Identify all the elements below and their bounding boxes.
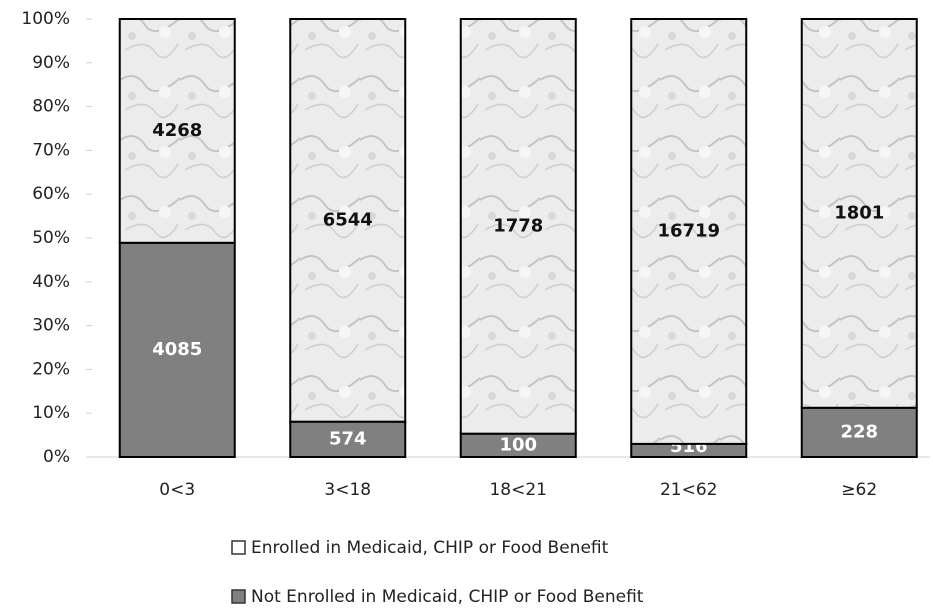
data-label: 100 <box>499 434 537 455</box>
y-tick-label: 20% <box>32 359 70 379</box>
data-label: 4085 <box>152 339 202 360</box>
y-tick-label: 30% <box>32 316 70 336</box>
x-tick-label: 21<62 <box>660 480 718 500</box>
bar-segment <box>118 18 236 244</box>
y-tick-label: 100% <box>21 9 70 29</box>
legend-label: Enrolled in Medicaid, CHIP or Food Benef… <box>251 538 609 558</box>
y-tick-label: 0% <box>43 447 70 467</box>
x-tick-label: ≥62 <box>841 480 877 500</box>
bar-segment <box>118 241 236 458</box>
x-tick-label: 0<3 <box>159 480 195 500</box>
y-tick-label: 70% <box>32 140 70 160</box>
y-tick-label: 10% <box>32 403 70 423</box>
data-label: 6544 <box>323 209 373 230</box>
bar-segment <box>459 18 577 435</box>
bar-segment <box>289 18 407 423</box>
y-tick-label: 90% <box>32 53 70 73</box>
y-tick-label: 60% <box>32 184 70 204</box>
legend-swatch <box>231 589 246 604</box>
x-tick-label: 3<18 <box>324 480 371 500</box>
data-label: 228 <box>840 421 878 442</box>
bar-segment <box>800 18 918 409</box>
data-label: 1801 <box>834 202 884 223</box>
y-tick-label: 40% <box>32 272 70 292</box>
data-label: 1778 <box>493 215 543 236</box>
legend-swatch <box>231 540 246 555</box>
legend-label: Not Enrolled in Medicaid, CHIP or Food B… <box>251 587 644 607</box>
bar-segment <box>630 18 748 445</box>
y-tick-label: 50% <box>32 228 70 248</box>
data-label: 4268 <box>152 120 202 141</box>
data-label: 16719 <box>657 220 720 241</box>
x-tick-label: 18<21 <box>489 480 547 500</box>
y-tick-label: 80% <box>32 97 70 117</box>
data-label: 574 <box>329 428 367 449</box>
